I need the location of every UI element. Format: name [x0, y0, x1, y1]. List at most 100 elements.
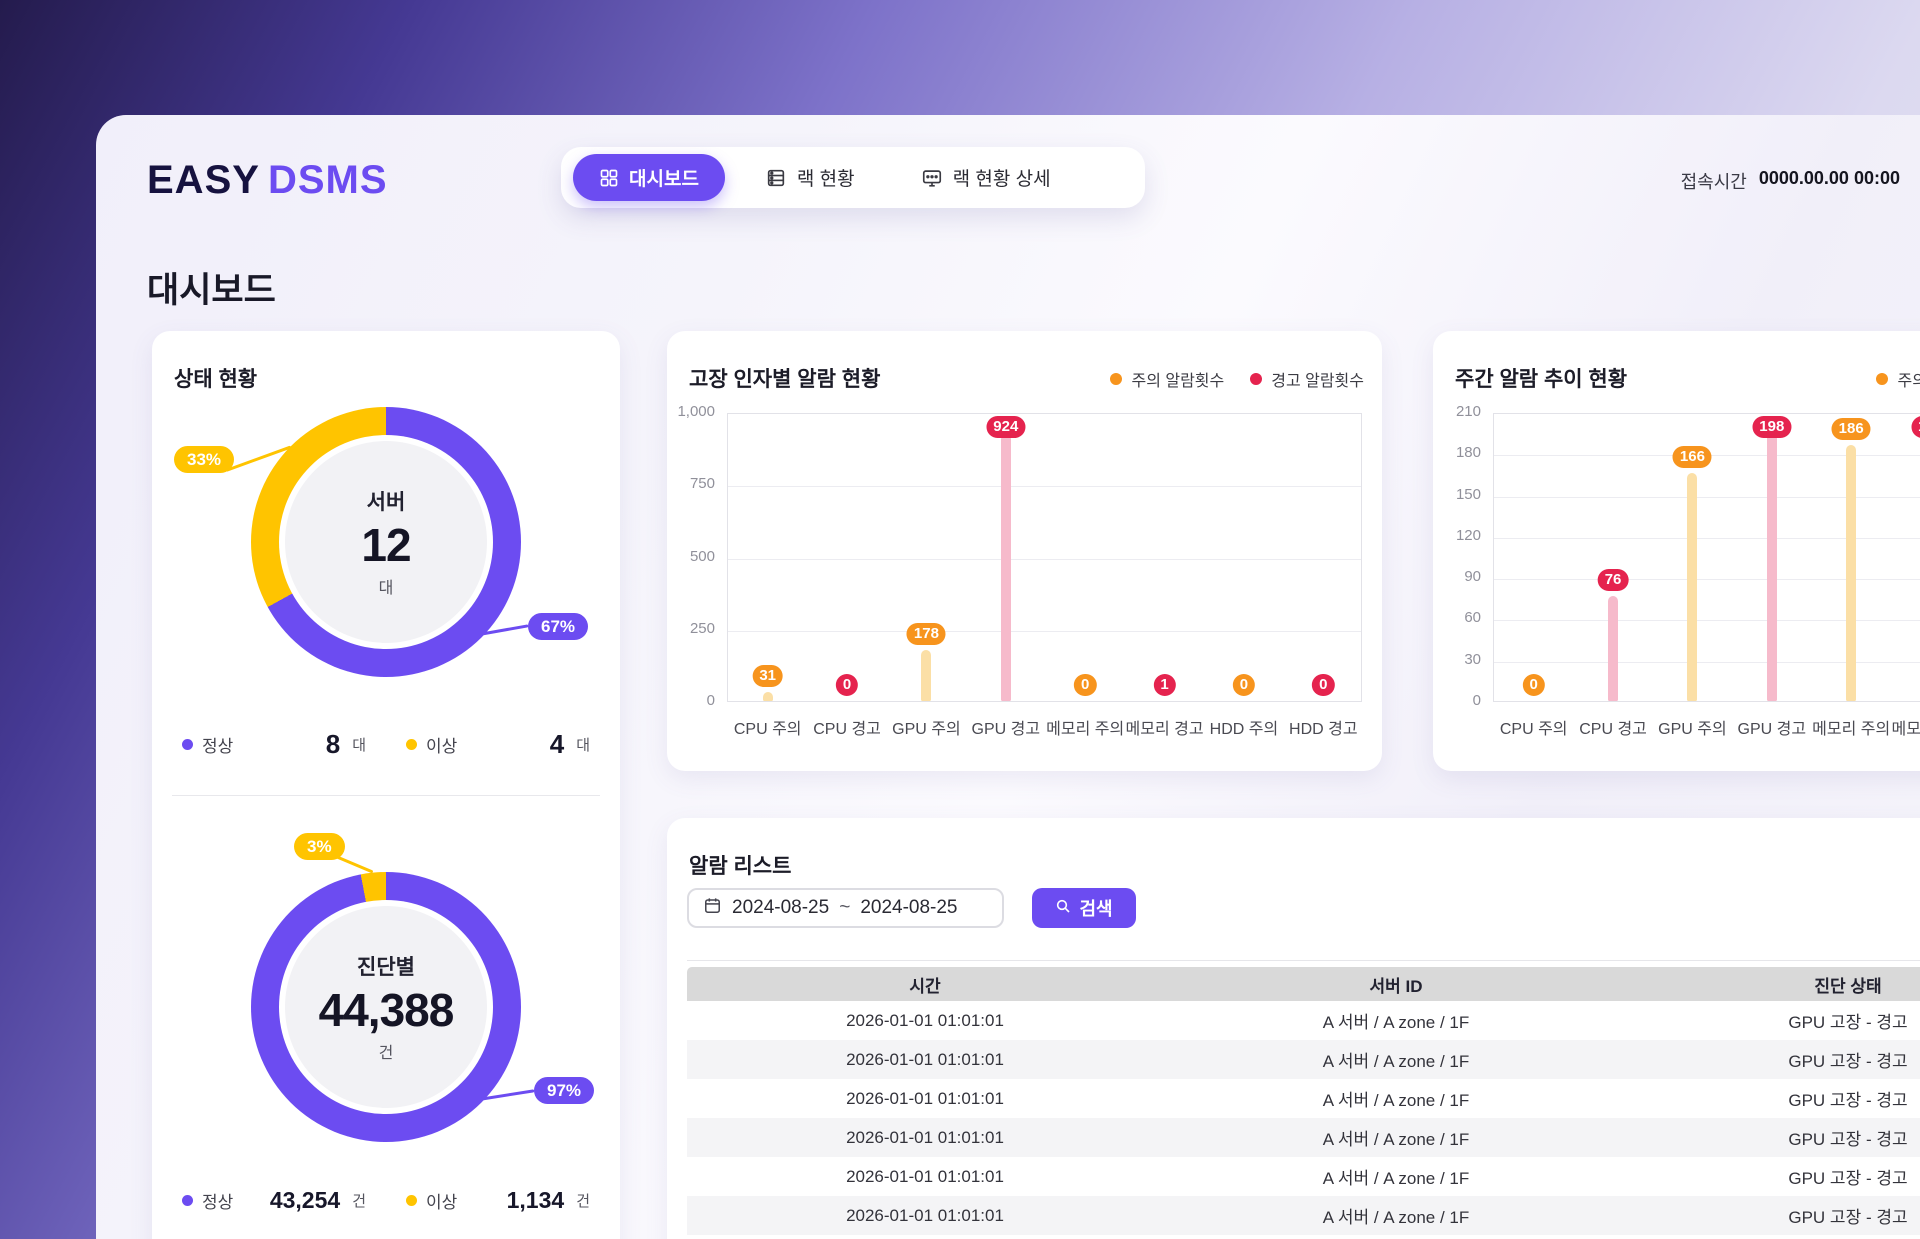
x-axis-label: HDD 경고	[1289, 721, 1358, 738]
value-badge: 0	[1522, 674, 1545, 696]
value-badge: 0	[1074, 674, 1097, 696]
column-header-time: 시간	[909, 976, 941, 996]
column-header-diagnosis: 진단 상태	[1814, 976, 1882, 996]
table-cell: GPU 고장 - 경고	[1788, 1091, 1908, 1110]
y-tick-label: 30	[1464, 651, 1481, 668]
legend-label: 경고 알람횟수	[1271, 373, 1364, 390]
y-tick-label: 120	[1455, 527, 1481, 544]
normal-dot	[182, 1195, 193, 1206]
server-normal-pct-badge: 67%	[528, 613, 589, 640]
chart-title: 고장 인자별 알람 현황	[689, 368, 881, 391]
connector-line	[335, 855, 374, 874]
caution-bar	[921, 650, 932, 701]
table-cell: A 서버 / A zone / 1F	[1322, 1169, 1470, 1188]
legend-value: 8	[325, 729, 341, 759]
table-cell: GPU 고장 - 경고	[1788, 1169, 1908, 1188]
warning-bar	[1766, 429, 1777, 701]
legend-value: 1,134	[506, 1187, 565, 1213]
diagnosis-legend: 정상 43,254 건 이상 1,134 건	[182, 1187, 590, 1214]
table-row[interactable]: 2026-01-01 01:01:01 A 서버 / A zone / 1F GPU…	[687, 1001, 1920, 1040]
legend-label: 정상	[202, 737, 234, 756]
nav-tab-label: 대시보드	[629, 169, 699, 190]
chart-legend: 주의 알람횟수 경고 알람횟수	[1110, 367, 1364, 391]
status-card: 상태 현황 33% 서버 12 대 67% 정상 8 대 이상	[152, 331, 620, 1239]
legend-unit: 건	[576, 1193, 590, 1210]
x-axis-label: 메모리 주의	[1046, 721, 1125, 738]
legend-dot	[1876, 373, 1889, 385]
gridline	[1494, 497, 1920, 498]
nav-tab-rack-detail[interactable]: 랙 현황 상세	[895, 154, 1077, 201]
page-title: 대시보드	[147, 271, 276, 310]
caution-bar	[1687, 473, 1698, 701]
session-label: 접속시간	[1680, 172, 1747, 192]
nav-tab-dashboard[interactable]: 대시보드	[573, 154, 725, 201]
x-axis-label: 메모리 경고	[1891, 721, 1920, 738]
y-tick-label: 180	[1455, 444, 1481, 461]
legend-abnormal: 이상 1,134 건	[406, 1187, 590, 1214]
donut-hole: 서버 12 대	[279, 435, 493, 649]
search-button[interactable]: 검색	[1032, 888, 1136, 928]
table-row[interactable]: 2026-01-01 01:01:01A 서버 / A zone / 1FGPU…	[687, 1235, 1920, 1239]
y-tick-label: 500	[689, 548, 715, 565]
y-tick-label: 90	[1464, 568, 1481, 585]
divider	[172, 795, 600, 796]
y-tick-label: 0	[1472, 692, 1481, 709]
value-badge: 0	[1312, 674, 1335, 696]
warning-bar	[1000, 434, 1011, 701]
nav-tab-rack-status[interactable]: 랙 현황	[739, 154, 881, 201]
value-badge: 186	[1831, 418, 1871, 440]
table-cell: GPU 고장 - 경고	[1788, 1208, 1908, 1227]
x-axis-label: HDD 주의	[1209, 721, 1279, 738]
legend-label: 이상	[426, 737, 458, 756]
value-badge: 195	[1911, 416, 1920, 438]
table-cell: GPU 고장 - 경고	[1788, 1130, 1908, 1149]
gridline	[1494, 579, 1920, 580]
value-badge: 1	[1153, 674, 1176, 696]
table-cell: A 서버 / A zone / 1F	[1322, 1130, 1470, 1149]
legend-label: 이상	[426, 1193, 458, 1212]
table-cell: 2026-01-01 01:01:01	[846, 1010, 1004, 1030]
x-axis-label: GPU 경고	[1737, 721, 1807, 738]
table-cell: A 서버 / A zone / 1F	[1322, 1091, 1470, 1110]
legend-dot	[1110, 373, 1123, 385]
server-abnormal-pct-badge: 33%	[174, 446, 235, 473]
chart-title: 주간 알람 추이 현황	[1455, 368, 1628, 391]
table-cell: A 서버 / A zone / 1F	[1322, 1013, 1470, 1032]
app-logo: EASY DSMS	[147, 158, 388, 203]
legend-normal: 정상 8 대	[182, 729, 366, 760]
legend-unit: 건	[352, 1193, 366, 1210]
grid-icon	[599, 168, 619, 188]
value-badge: 166	[1672, 446, 1712, 468]
date-range-input[interactable]: 2024-08-25 ~ 2024-08-25	[687, 888, 1004, 928]
logo-easy: EASY	[147, 158, 260, 202]
alarm-list-title: 알람 리스트	[689, 855, 792, 878]
table-cell: A 서버 / A zone / 1F	[1322, 1208, 1470, 1227]
legend-abnormal: 이상 4 대	[406, 729, 590, 760]
warning-bar	[1608, 596, 1619, 701]
value-badge: 924	[986, 416, 1026, 438]
caution-bar	[1846, 445, 1857, 701]
value-badge: 198	[1752, 416, 1792, 438]
x-axis-label: GPU 주의	[1658, 721, 1727, 738]
calendar-icon	[703, 896, 722, 921]
search-icon	[1055, 898, 1071, 919]
date-separator: ~	[839, 897, 851, 918]
table-cell: GPU 고장 - 경고	[1788, 1013, 1908, 1032]
diag-abnormal-pct-badge: 3%	[294, 833, 345, 860]
search-button-label: 검색	[1079, 899, 1113, 919]
donut-hole: 진단별 44,388 건	[279, 900, 493, 1114]
legend-unit: 대	[576, 737, 590, 754]
abnormal-dot	[406, 1195, 417, 1206]
bar-plot: 0 CPU 주의 76 CPU 경고 166 GPU 주의 198 GPU 경고 186 메모리 …	[1493, 413, 1920, 738]
x-axis-label: CPU 경고	[1579, 721, 1647, 738]
donut-center-label: 서버	[366, 491, 406, 514]
table-cell: 2026-01-01 01:01:01	[846, 1049, 1004, 1069]
table-cell: GPU 고장 - 경고	[1788, 1052, 1908, 1071]
donut-center: 진단별 44,388 건	[285, 906, 487, 1108]
x-axis-label: GPU 주의	[892, 721, 961, 738]
